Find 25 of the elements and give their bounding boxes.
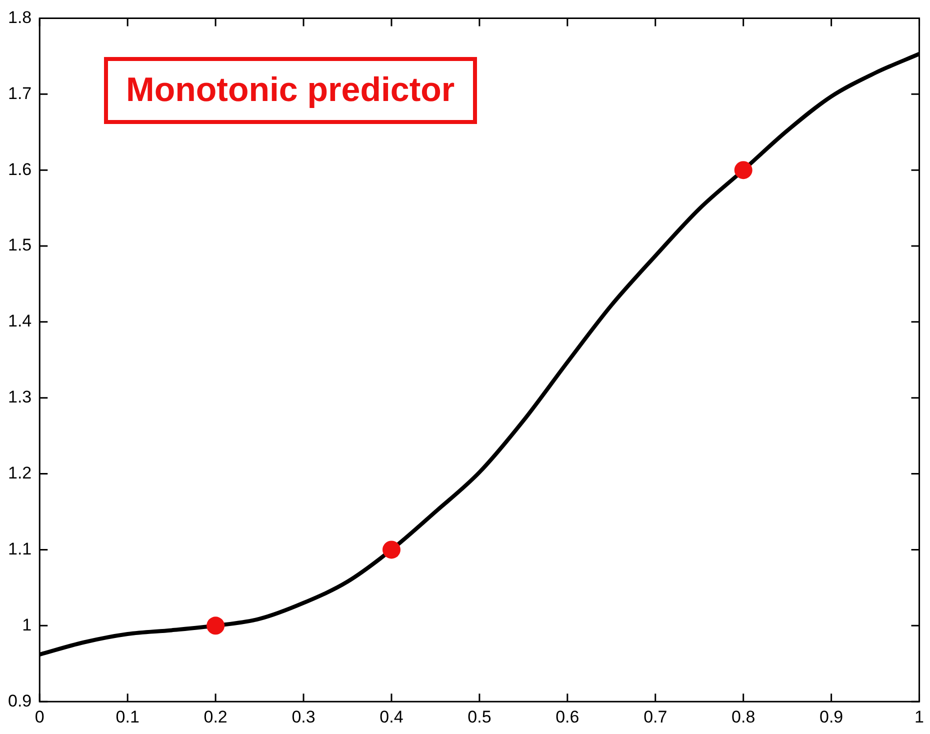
x-tick-label: 0.9 [819,707,844,726]
x-tick-label: 0.5 [468,707,492,726]
x-tick-label: 0.7 [644,707,668,726]
y-tick-label: 1.4 [8,312,32,331]
y-tick-label: 1.1 [8,539,32,558]
y-tick-label: 1.6 [8,160,32,179]
x-tick-label: 1 [914,707,924,726]
x-tick-label: 0.1 [116,707,140,726]
x-tick-label: 0.4 [380,707,404,726]
point [734,161,752,180]
point [206,616,225,635]
x-tick-label: 0.3 [292,707,316,726]
y-tick-label: 1.5 [8,236,32,255]
point [382,540,400,559]
y-tick-label: 1.7 [8,84,32,103]
annotation: Monotonic predictor [104,57,477,124]
y-tick-label: 1 [22,615,32,634]
y-tick-label: 1.8 [8,8,32,27]
x-tick-label: 0.2 [204,707,228,726]
y-tick-label: 0.9 [8,691,32,710]
y-tick-label: 1.3 [8,388,32,407]
x-tick-label: 0.8 [732,707,756,726]
x-tick-label: 0.6 [556,707,580,726]
y-tick-label: 1.2 [8,463,32,482]
x-tick-label: 0 [34,707,44,726]
